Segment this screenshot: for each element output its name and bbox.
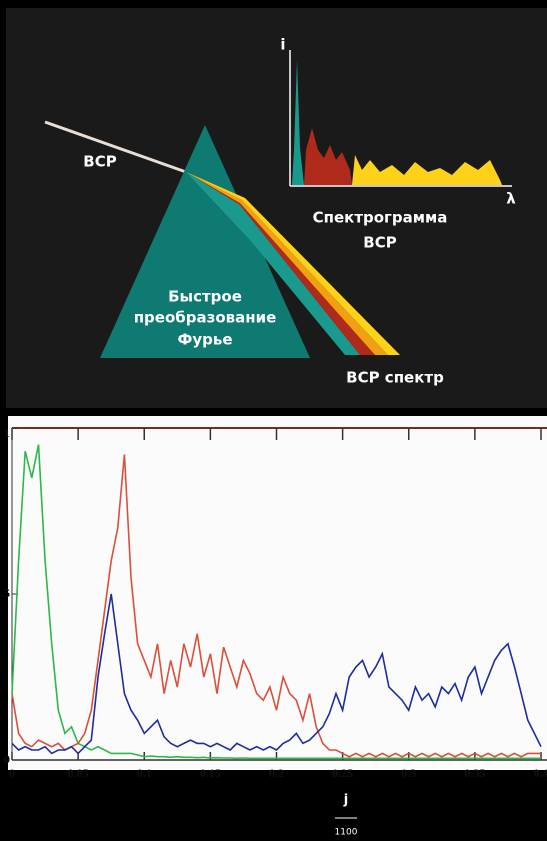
x-tick-label: 0.4 bbox=[534, 766, 547, 780]
series-line bbox=[11, 454, 541, 758]
inset-teal bbox=[292, 60, 304, 185]
inset-red bbox=[304, 128, 352, 185]
input-beam bbox=[44, 120, 187, 174]
x-tick-label: 0.25 bbox=[332, 766, 353, 780]
prism bbox=[100, 125, 310, 358]
inset-caption: ВСР bbox=[363, 234, 396, 252]
x-tick-label: 0.2 bbox=[269, 766, 284, 780]
inset-caption: Спектрограмма bbox=[313, 209, 448, 227]
x-axis-label-sub: 1100 bbox=[335, 828, 358, 838]
prism-label: Быстрое bbox=[168, 288, 242, 306]
x-tick-label: 0.1 bbox=[137, 766, 152, 780]
spectrum-yellow bbox=[186, 172, 400, 355]
input-label: ВСР bbox=[83, 153, 116, 171]
spectrum-red bbox=[186, 172, 375, 355]
x-tick-label: 0.3 bbox=[401, 766, 416, 780]
series-line bbox=[11, 593, 542, 755]
inset-yellow bbox=[352, 155, 502, 185]
output-label: ВСР спектр bbox=[346, 369, 444, 387]
y-tick-label: 1 bbox=[4, 426, 10, 440]
x-tick-label: 0.15 bbox=[200, 766, 221, 780]
inset-y-label: i bbox=[280, 36, 285, 54]
spectrum-teal bbox=[186, 172, 360, 355]
x-axis-label: j bbox=[343, 793, 348, 808]
x-tick-label: 0.05 bbox=[68, 766, 89, 780]
prism-label: преобразование bbox=[134, 309, 277, 327]
y-tick-label: .5 bbox=[1, 586, 10, 600]
series-line bbox=[11, 444, 541, 760]
inset-x-label: λ bbox=[506, 190, 516, 208]
x-tick-label: 0.35 bbox=[464, 766, 485, 780]
x-tick-label: 0 bbox=[9, 766, 15, 780]
chart-panel bbox=[8, 416, 547, 770]
y-tick-label: 0 bbox=[4, 752, 10, 766]
spectrum-orange bbox=[186, 172, 388, 355]
prism-label: Фурье bbox=[177, 331, 232, 349]
